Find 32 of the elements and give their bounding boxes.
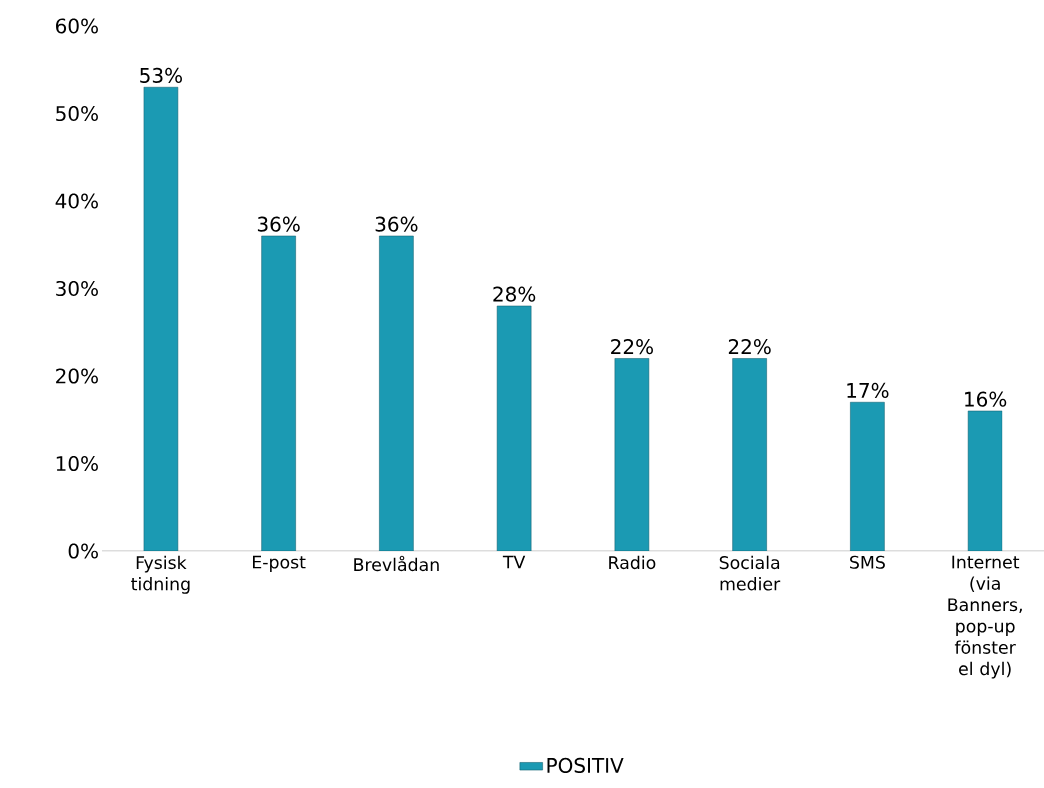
y-tick-label: 30% — [56, 280, 98, 297]
y-tick-label: 10% — [56, 455, 98, 472]
data-label: 36% — [257, 216, 300, 232]
bar — [850, 401, 885, 551]
x-tick-label: TV — [502, 555, 526, 569]
data-label: 28% — [493, 286, 536, 302]
x-tick-label: SMS — [850, 555, 885, 569]
y-tick-label: 20% — [56, 368, 98, 384]
x-tick-label: Radio — [609, 555, 656, 570]
x-tick-label: Brevlådan — [354, 555, 439, 572]
legend-label: POSITIV — [547, 757, 624, 773]
bar — [732, 358, 767, 551]
data-label: 36% — [375, 216, 418, 232]
data-label: 22% — [611, 339, 653, 355]
y-tick-label: 0% — [68, 543, 98, 559]
y-tick-label: 40% — [55, 193, 98, 209]
bar — [379, 235, 414, 551]
data-label: 53% — [140, 67, 182, 83]
data-label: 16% — [965, 391, 1007, 407]
bar — [261, 235, 296, 551]
y-tick-label: 60% — [56, 18, 98, 34]
bar — [967, 410, 1003, 551]
x-tick-label: Internet (via Banners, pop-up fönster el dyl) — [948, 555, 1022, 679]
x-tick-label: Fysisk tidning — [131, 555, 190, 594]
bar — [496, 305, 532, 551]
x-tick-label: E-post — [253, 555, 306, 572]
data-label: 22% — [728, 339, 771, 355]
x-tick-label: Sociala medier — [719, 555, 781, 591]
y-tick-label: 50% — [56, 105, 98, 122]
bar — [614, 358, 650, 551]
data-label: 17% — [847, 382, 889, 398]
bar — [143, 86, 179, 551]
